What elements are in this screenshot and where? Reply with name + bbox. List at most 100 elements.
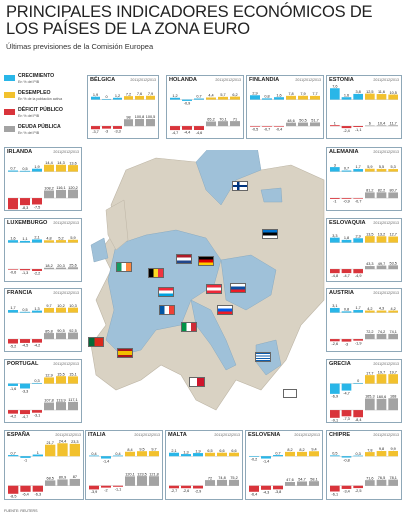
data-label: 81,2 [366, 189, 373, 193]
bar-deficit-publico-2013 [32, 410, 42, 413]
map-italy [190, 299, 237, 371]
bar-deuda-publica-2012 [376, 398, 387, 411]
bar-desempleo-2011 [125, 451, 135, 457]
data-label: -6,1 [332, 492, 339, 496]
bar-deficit-publico-2013 [32, 485, 43, 492]
bar-desempleo-2011 [124, 96, 133, 100]
data-label: 2,9 [252, 91, 257, 95]
data-label: 4,2 [367, 307, 372, 311]
data-label: 7,7 [312, 92, 317, 96]
legend-swatch [4, 75, 15, 81]
bar-deficit-publico-2011 [330, 125, 340, 127]
legend-item-crecimiento: CRECIMIENTO En % del PIB [4, 73, 76, 90]
bar-deuda-publica-2012 [57, 479, 68, 486]
data-label: 3,1 [332, 304, 337, 308]
bar-desempleo-2011 [44, 307, 54, 313]
data-label: -1,4 [263, 459, 270, 463]
bar-crecimiento-2011 [89, 455, 99, 457]
data-label: 0,4 [91, 452, 96, 456]
data-label: -0,7 [264, 127, 271, 131]
bar-deuda-publica-2012 [376, 333, 387, 340]
data-label: -3,3 [114, 130, 121, 134]
legend-label: DEUDA PÚBLICA [18, 124, 61, 130]
data-label: 6 [369, 122, 371, 126]
country-name: ITALIA [88, 432, 106, 438]
data-label: 9,5 [139, 447, 144, 451]
bar-deficit-publico-2013 [353, 198, 363, 199]
bar-desempleo-2013 [146, 95, 155, 100]
data-label: 87 [73, 475, 77, 479]
data-label: 10,5 [389, 91, 396, 95]
bar-deficit-publico-2012 [341, 198, 352, 199]
bar-deuda-publica-2013 [68, 332, 78, 340]
bar-desempleo-2011 [205, 452, 215, 457]
country-name: ESPAÑA [7, 432, 30, 438]
data-label: 21,7 [46, 441, 53, 445]
bar-desempleo-2012 [376, 374, 387, 384]
years-label: 2011|2012|2013 [53, 361, 79, 366]
country-chart: 1,7 0,5 1,3 9,7 10,2 10,3 -5,2 -4,5 -4,2 85,8 90,5… [8, 304, 78, 348]
data-label: 0,5 [22, 308, 27, 312]
data-label: -4,7 [172, 131, 179, 135]
data-label: -4,7 [343, 391, 350, 395]
country-chart: 3,1 0,8 1,7 4,2 4,3 4,2 -2,6 -3 -1,9 72,2 74,2 74,1 [330, 304, 398, 346]
bar-desempleo-2012 [376, 94, 387, 100]
bar-deficit-publico-2012 [20, 410, 30, 415]
bar-crecimiento-2011 [330, 167, 340, 172]
country-name: CHIPRE [329, 432, 351, 438]
legend-swatch [4, 126, 15, 132]
data-label: 116,1 [56, 186, 65, 190]
legend-label: DÉFICIT PÚBLICO [18, 107, 63, 113]
data-label: -7,5 [34, 205, 41, 209]
data-label: 0,7 [11, 451, 16, 455]
data-label: -0,9 [184, 102, 191, 106]
bar-crecimiento-2013 [274, 97, 284, 100]
data-label: 9,9 [391, 447, 396, 451]
country-name: AUSTRIA [329, 290, 354, 296]
data-label: 3,8 [356, 90, 361, 94]
bar-deficit-publico-2012 [182, 126, 192, 130]
data-label: -2,9 [195, 489, 202, 493]
data-label: 5,3 [391, 165, 396, 169]
data-label: 7,9 [148, 92, 153, 96]
data-label: 6,6 [219, 449, 224, 453]
bar-desempleo-2013 [388, 450, 398, 457]
europe-map [86, 150, 326, 430]
page-title: PRINCIPALES INDICADORES ECONÓMICOS DE LO… [6, 3, 373, 38]
years-label: 2011|2012|2013 [53, 149, 79, 154]
data-label: -1 [333, 200, 336, 204]
data-label: 4,2 [391, 307, 396, 311]
bar-crecimiento-2012 [262, 98, 272, 100]
data-label: 5,2 [58, 236, 63, 240]
bar-deuda-publica-2013 [68, 401, 78, 411]
bar-crecimiento-2013 [353, 238, 363, 243]
bar-desempleo-2013 [388, 236, 398, 243]
bar-deficit-publico-2013 [353, 410, 363, 418]
bar-desempleo-2011 [206, 97, 216, 100]
bar-crecimiento-2012 [341, 239, 352, 243]
bar-deficit-publico-2013 [113, 485, 123, 487]
bar-deficit-publico-2011 [170, 126, 180, 131]
data-label: 7,8 [288, 92, 293, 96]
country-panel-austria: AUSTRIA 2011|2012|2013 3,1 0,8 1,7 4,2 4,3 4,2 -… [326, 288, 402, 352]
bar-deuda-publica-2013 [229, 479, 239, 486]
data-label: 76,5 [378, 476, 385, 480]
bar-crecimiento-2011 [249, 456, 259, 457]
bar-crecimiento-2013 [32, 168, 42, 172]
bar-desempleo-2013 [68, 376, 78, 384]
country-panel-chipre: CHIPRE 2011|2012|2013 0,5 -0,8 0,3 7,8 9,8 9,9 -… [326, 430, 402, 500]
bar-deficit-publico-2013 [353, 126, 363, 128]
bar-deficit-publico-2012 [102, 126, 111, 129]
bar-deficit-publico-2013 [193, 485, 203, 489]
data-label: 0,8 [344, 308, 349, 312]
bar-desempleo-2013 [68, 239, 78, 243]
bar-deuda-publica-2013 [69, 478, 80, 486]
data-label: 121,8 [149, 472, 159, 476]
bar-crecimiento-2013 [194, 98, 204, 100]
bar-crecimiento-2012 [341, 456, 352, 458]
bar-desempleo-2011 [44, 377, 54, 384]
bar-deuda-publica-2011 [125, 476, 135, 486]
data-label: 6,5 [207, 449, 212, 453]
bar-deficit-publico-2011 [91, 126, 100, 130]
data-label: 19,7 [378, 370, 385, 374]
